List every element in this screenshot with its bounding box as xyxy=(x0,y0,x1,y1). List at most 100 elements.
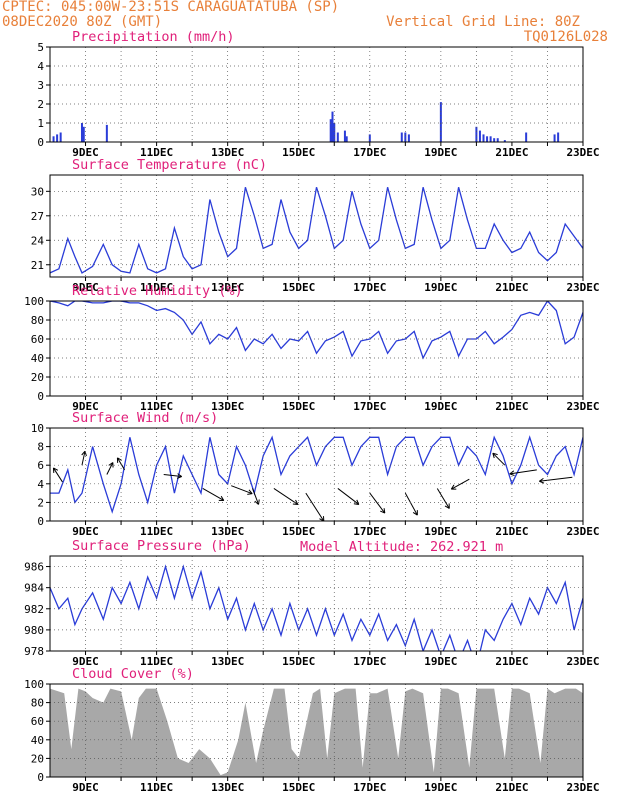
wind-arrow-head xyxy=(81,450,87,457)
humidity-ytick-label: 20 xyxy=(31,371,44,384)
cloud-xtick-label: 11DEC xyxy=(140,781,173,794)
wind-xtick-label: 17DEC xyxy=(353,525,386,538)
header-line1: CPTEC: 045:00W-23:51S CARAGUATATUBA (SP) xyxy=(2,0,340,15)
wind-arrow-shaft xyxy=(404,492,418,516)
wind-ytick-label: 4 xyxy=(37,478,44,491)
precip-bar xyxy=(80,123,83,142)
wind-arrow-head xyxy=(218,495,225,501)
wind-arrow-shaft xyxy=(305,492,325,522)
wind-arrow-shaft xyxy=(337,488,360,505)
temp-xtick-label: 21DEC xyxy=(495,281,528,294)
temp-frame xyxy=(49,174,584,278)
wind-xtick-label: 11DEC xyxy=(140,525,173,538)
header-model-code: TQ0126L028 xyxy=(523,29,608,45)
wind-arrow-head xyxy=(176,473,182,479)
cloud-title: Cloud Cover (%) xyxy=(72,666,194,682)
wind-xtick-label: 13DEC xyxy=(211,525,244,538)
wind-ytick-label: 0 xyxy=(37,515,44,528)
wind-xtick-label: 9DEC xyxy=(72,525,99,538)
wind-arrow-head xyxy=(292,499,299,505)
precip-bar xyxy=(59,132,62,142)
wind-arrow-shaft xyxy=(436,488,450,509)
wind-xtick-label: 21DEC xyxy=(495,525,528,538)
precip-ytick-label: 4 xyxy=(37,60,44,73)
pressure-frame xyxy=(49,555,584,652)
humidity-frame xyxy=(49,300,584,397)
cloud-ytick-label: 60 xyxy=(31,715,44,728)
precip-bar xyxy=(52,136,55,142)
temp-xtick-label: 15DEC xyxy=(282,281,315,294)
wind-arrow-head xyxy=(353,499,360,505)
pressure-xtick-label: 13DEC xyxy=(211,655,244,668)
humidity-ytick-label: 40 xyxy=(31,352,44,365)
humidity-line xyxy=(50,301,583,360)
wind-xtick-label: 15DEC xyxy=(282,525,315,538)
precip-bar xyxy=(486,136,489,142)
temp-ytick-label: 21 xyxy=(31,259,44,272)
temp-xtick-label: 23DEC xyxy=(566,281,599,294)
precip-xtick-label: 11DEC xyxy=(140,146,173,159)
precip-bar xyxy=(331,111,334,142)
wind-arrow-shaft xyxy=(492,452,506,466)
wind-arrow-shaft xyxy=(539,476,573,482)
wind-line xyxy=(50,435,583,514)
pressure-xtick-label: 17DEC xyxy=(353,655,386,668)
humidity-ytick-label: 100 xyxy=(24,295,44,308)
model-altitude-label: Model Altitude: 262.921 m xyxy=(300,539,503,555)
precip-bar xyxy=(482,134,485,142)
wind-arrow-shaft xyxy=(231,485,253,495)
wind-arrow-head xyxy=(539,477,545,484)
precip-xtick-label: 19DEC xyxy=(424,146,457,159)
precip-xtick-label: 9DEC xyxy=(72,146,99,159)
wind-arrow-shaft xyxy=(252,488,260,505)
precip-bar xyxy=(493,138,496,142)
wind-arrow-shaft xyxy=(163,474,182,477)
precip-bar xyxy=(478,130,481,142)
humidity-ytick-label: 80 xyxy=(31,314,44,327)
pressure-title: Surface Pressure (hPa) xyxy=(72,538,251,554)
wind-arrow-shaft xyxy=(451,478,470,490)
wind-arrow-shaft xyxy=(116,457,126,471)
temp-xtick-label: 19DEC xyxy=(424,281,457,294)
humidity-xtick-label: 15DEC xyxy=(282,400,315,413)
temp-title: Surface Temperature (nC) xyxy=(72,157,267,173)
pressure-xtick-label: 23DEC xyxy=(566,655,599,668)
cloud-xtick-label: 13DEC xyxy=(211,781,244,794)
cloud-ytick-label: 40 xyxy=(31,734,44,747)
wind-ytick-label: 8 xyxy=(37,441,44,454)
precip-ytick-label: 2 xyxy=(37,98,44,111)
humidity-xtick-label: 19DEC xyxy=(424,400,457,413)
precip-ytick-label: 1 xyxy=(37,117,44,130)
temp-xtick-label: 11DEC xyxy=(140,281,173,294)
wind-arrow-head xyxy=(52,467,59,473)
humidity-xtick-label: 9DEC xyxy=(72,400,99,413)
precip-bar xyxy=(343,130,346,142)
wind-frame xyxy=(49,427,584,522)
pressure-line xyxy=(50,564,583,651)
cloud-xtick-label: 15DEC xyxy=(282,781,315,794)
precip-bar xyxy=(56,134,59,142)
precip-bar xyxy=(503,140,506,142)
wind-arrow-shaft xyxy=(53,467,63,483)
precip-xtick-label: 13DEC xyxy=(211,146,244,159)
wind-xtick-label: 19DEC xyxy=(424,525,457,538)
pressure-ytick-label: 986 xyxy=(24,561,44,574)
cloud-ytick-label: 0 xyxy=(37,771,44,784)
precip-bar xyxy=(439,102,442,142)
header-date: 08DEC2020 80Z (GMT) xyxy=(2,14,163,30)
wind-ytick-label: 6 xyxy=(37,459,44,472)
humidity-xtick-label: 11DEC xyxy=(140,400,173,413)
precip-xtick-label: 23DEC xyxy=(566,146,599,159)
precip-bar xyxy=(557,132,560,142)
header-grid-note: Vertical Grid Line: 80Z xyxy=(386,14,580,30)
cloud-xtick-label: 19DEC xyxy=(424,781,457,794)
precip-bar xyxy=(525,132,528,142)
humidity-xtick-label: 17DEC xyxy=(353,400,386,413)
precip-bar xyxy=(553,134,556,142)
wind-arrow-head xyxy=(380,508,386,514)
cloud-xtick-label: 17DEC xyxy=(353,781,386,794)
wind-arrow-head xyxy=(444,503,450,509)
wind-arrow-shaft xyxy=(509,469,537,475)
wind-xtick-label: 23DEC xyxy=(566,525,599,538)
